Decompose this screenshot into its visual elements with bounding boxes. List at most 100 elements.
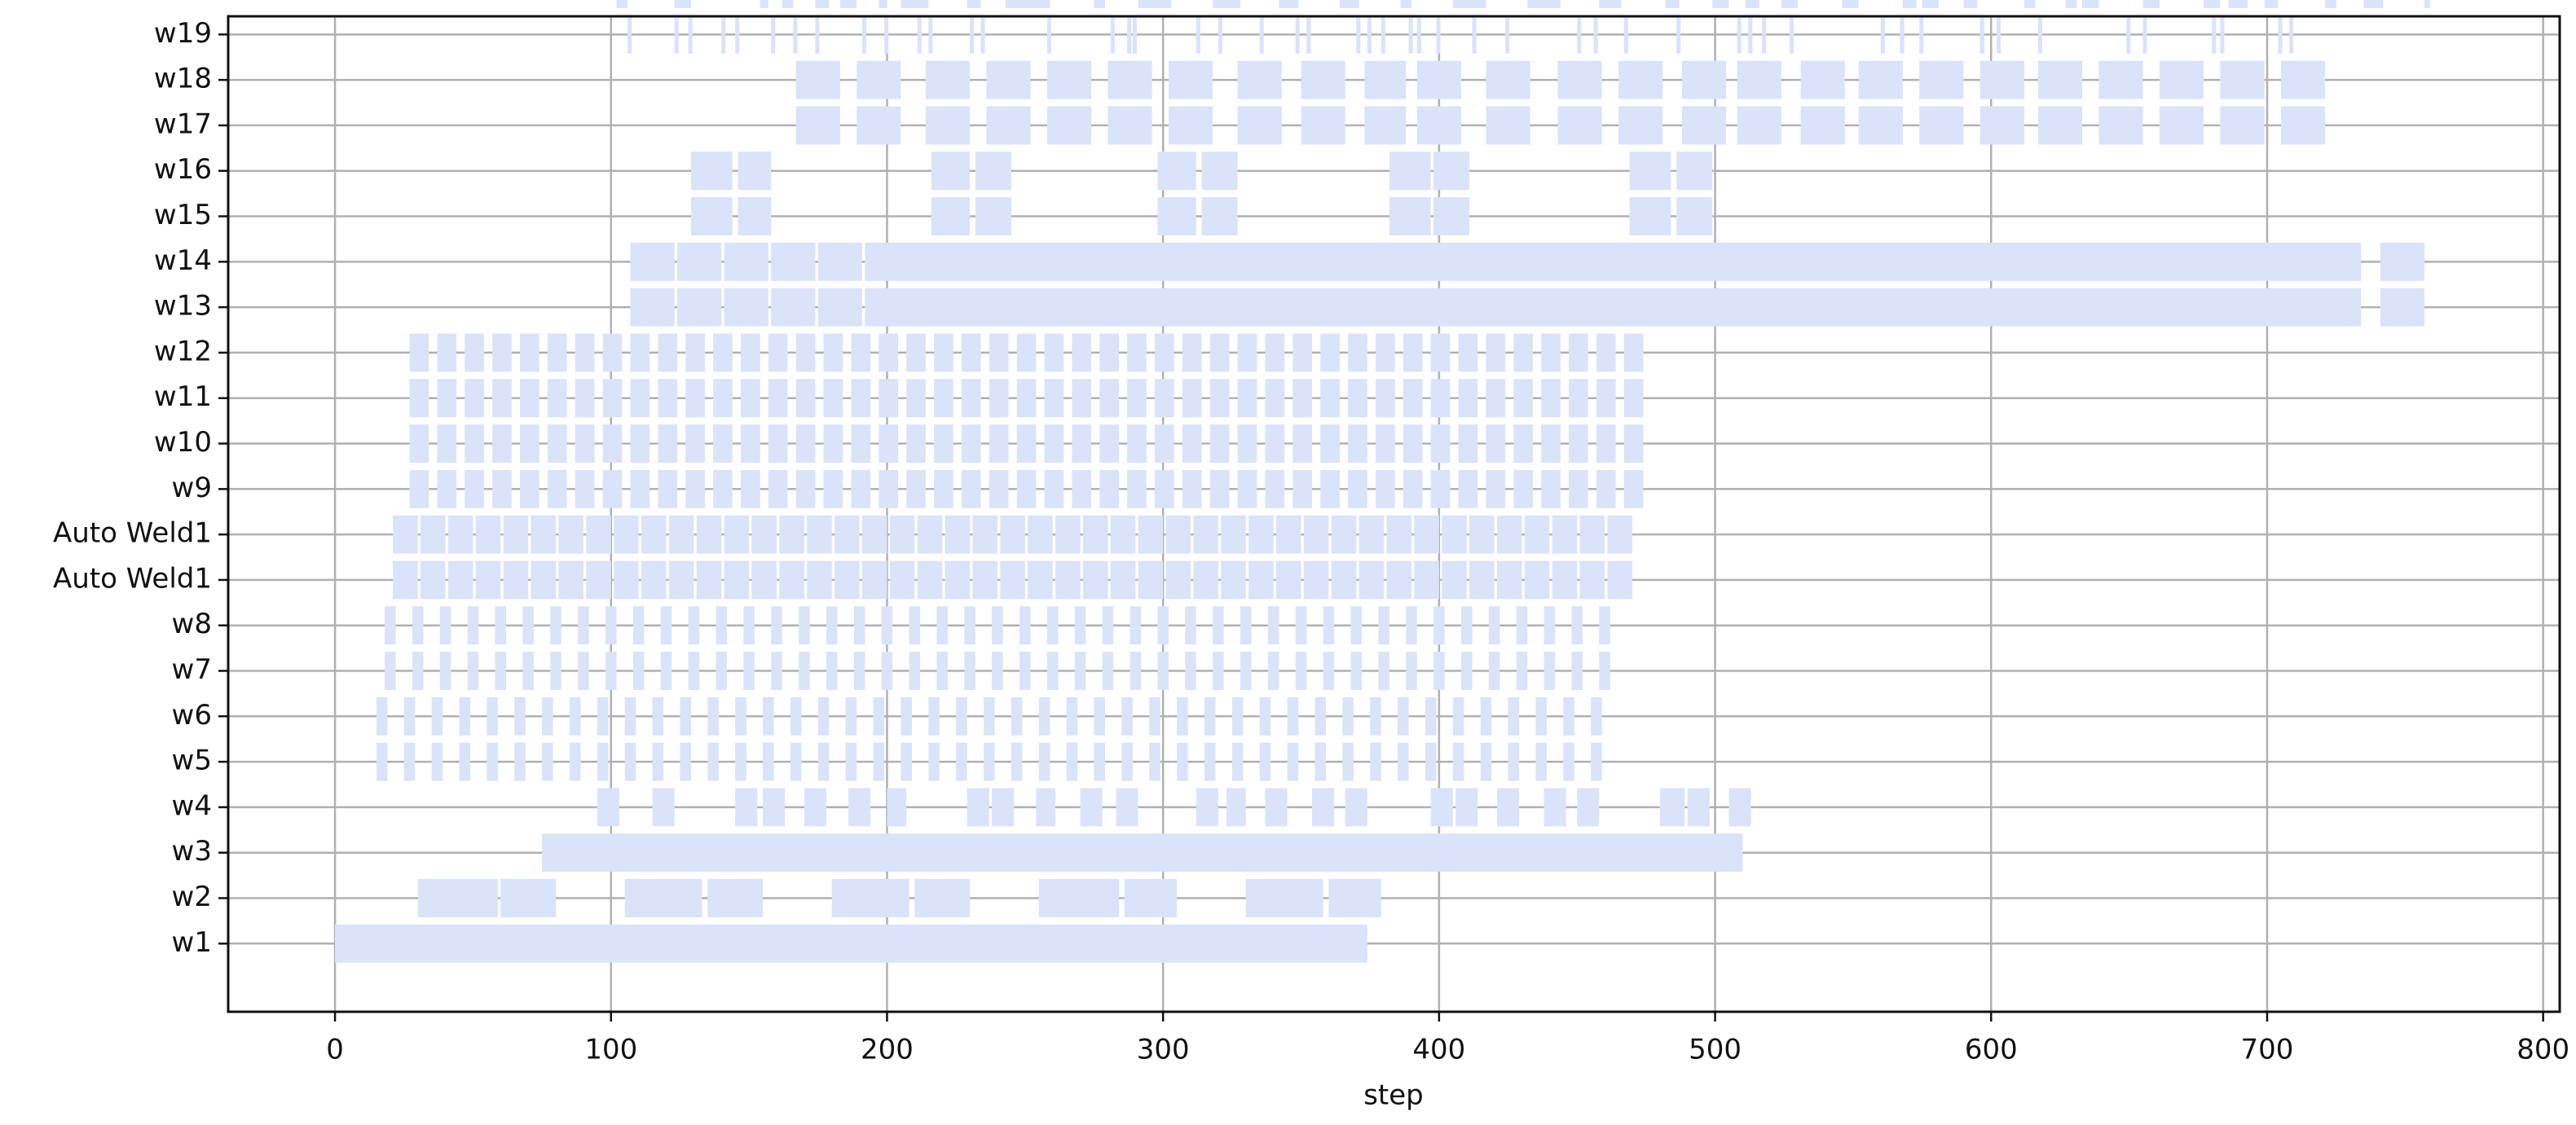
- task-bar: [602, 333, 623, 372]
- task-bar: [1902, 0, 1917, 8]
- task-bar: [1460, 606, 1473, 645]
- task-bar: [1389, 197, 1431, 235]
- task-bar: [1074, 606, 1086, 645]
- task-bar: [1356, 15, 1361, 54]
- task-bar: [1193, 560, 1218, 600]
- task-bar: [1800, 60, 1845, 99]
- task-bar: [1237, 379, 1257, 418]
- task-bar: [696, 560, 722, 600]
- task-bar: [900, 0, 929, 8]
- task-bar: [1292, 469, 1313, 508]
- task-bar: [1016, 333, 1037, 372]
- task-bar: [1398, 742, 1409, 781]
- task-bar: [2159, 106, 2204, 145]
- task-bar: [520, 469, 539, 508]
- task-bar: [691, 152, 733, 191]
- task-bar: [740, 424, 760, 463]
- task-bar: [688, 652, 700, 690]
- task-bar: [848, 788, 871, 827]
- task-bar: [1201, 197, 1238, 235]
- task-bar: [1292, 333, 1313, 372]
- task-bar: [2424, 0, 2430, 8]
- task-bar: [2278, 15, 2283, 54]
- task-bar: [421, 515, 446, 554]
- task-bar: [853, 606, 865, 645]
- task-bar: [1094, 0, 1106, 8]
- task-bar: [624, 697, 636, 736]
- y-tick-label: w20: [154, 0, 212, 4]
- task-bar: [1328, 879, 1381, 917]
- task-bar: [1665, 0, 1680, 8]
- y-tick-label: w18: [154, 63, 212, 95]
- task-bar: [2142, 0, 2160, 8]
- task-bar: [721, 15, 726, 54]
- task-bar: [660, 652, 672, 690]
- task-bar: [1314, 697, 1327, 736]
- task-bar: [403, 697, 416, 736]
- task-bar: [707, 697, 719, 736]
- task-bar: [1038, 697, 1050, 736]
- task-bar: [578, 606, 589, 645]
- task-bar: [547, 333, 567, 372]
- y-tick-label: w1: [172, 926, 212, 959]
- task-bar: [465, 469, 484, 508]
- task-bar: [881, 652, 893, 690]
- task-bar: [1127, 15, 1132, 54]
- task-bar: [878, 0, 887, 8]
- task-bar: [1505, 15, 1510, 54]
- y-tick-label: w17: [154, 108, 212, 140]
- task-bar: [520, 333, 539, 372]
- task-bar: [967, 788, 989, 827]
- task-bar: [1541, 469, 1561, 508]
- task-bar: [1398, 697, 1409, 736]
- task-bar: [1513, 424, 1534, 463]
- task-bar: [624, 742, 636, 781]
- task-bar: [630, 242, 675, 281]
- task-bar: [1323, 606, 1335, 645]
- task-bar: [2065, 0, 2077, 8]
- task-bar: [1213, 0, 1241, 8]
- task-bar: [431, 697, 443, 736]
- task-bar: [2325, 0, 2336, 8]
- task-bar: [917, 515, 943, 554]
- task-bar: [602, 379, 623, 418]
- task-bar: [1155, 333, 1174, 372]
- task-bar: [793, 15, 798, 54]
- task-bar: [1038, 879, 1119, 917]
- task-bar: [1406, 606, 1417, 645]
- task-bar: [1900, 15, 1904, 54]
- task-bar: [495, 652, 507, 690]
- task-bar: [630, 379, 650, 418]
- task-bar: [1265, 424, 1285, 463]
- task-bar: [815, 15, 820, 54]
- task-bar: [1563, 697, 1574, 736]
- task-bar: [992, 788, 1015, 827]
- task-bar: [668, 560, 694, 600]
- task-bar: [1157, 152, 1196, 191]
- task-bar: [1182, 379, 1202, 418]
- task-bar: [1204, 697, 1216, 736]
- task-bar: [492, 333, 512, 372]
- task-bar: [1618, 106, 1663, 145]
- task-bar: [680, 742, 692, 781]
- task-bar: [972, 515, 997, 554]
- task-bar: [1569, 469, 1588, 508]
- task-bar: [856, 106, 901, 145]
- task-bar: [614, 560, 639, 600]
- task-bar: [685, 424, 705, 463]
- task-bar: [1416, 60, 1461, 99]
- x-tick-label: 100: [584, 1034, 637, 1066]
- task-bar: [447, 515, 473, 554]
- task-bar: [1046, 15, 1052, 54]
- task-bar: [713, 379, 733, 418]
- task-bar: [1276, 515, 1301, 554]
- task-bar: [1569, 379, 1588, 418]
- task-bar: [627, 15, 632, 54]
- task-bar: [1132, 15, 1138, 54]
- task-bar: [1016, 424, 1037, 463]
- task-bar: [1486, 106, 1530, 145]
- task-bar: [1781, 0, 1799, 8]
- task-bar: [2126, 15, 2131, 54]
- task-bar: [1402, 379, 1423, 418]
- task-bar: [1458, 469, 1478, 508]
